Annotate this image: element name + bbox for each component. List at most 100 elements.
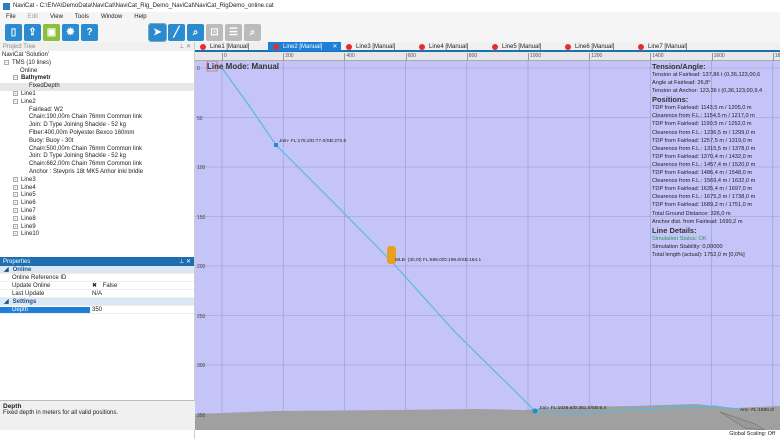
- tree-line5[interactable]: + Line5: [0, 192, 194, 200]
- y-tick-label: 0: [197, 66, 200, 72]
- menu-help[interactable]: Help: [134, 14, 147, 20]
- profile-canvas: [195, 60, 780, 430]
- position-value: Clearence from F.L.: 1154,5 m / 1217,0 m: [652, 113, 755, 120]
- tree-line1[interactable]: + Line1: [13, 90, 36, 98]
- tree-line9[interactable]: + Line9: [0, 223, 194, 232]
- tree-line7[interactable]: + Line7: [0, 207, 194, 216]
- tab-line5[interactable]: Line5 [Manual]: [487, 42, 560, 51]
- toolbar: ▯ ⇪ ▣ ✹ ? ➤ ╱ ⌕ ⊡ ☰ ⌕: [0, 22, 780, 42]
- tree-line-label: Line8: [21, 215, 36, 222]
- prop-online-ref[interactable]: Online Reference ID: [0, 274, 194, 282]
- status-bar: Global Scaling: Off: [195, 430, 780, 439]
- prop-last-update[interactable]: Last Update N/A: [0, 290, 194, 298]
- menu-tools[interactable]: Tools: [74, 14, 89, 20]
- tab-line1[interactable]: Line1 [Manual]: [195, 42, 268, 51]
- tab-label: Line5 [Manual]: [502, 43, 542, 50]
- menu-view[interactable]: View: [50, 14, 63, 20]
- zoom-out-icon[interactable]: ⌕: [244, 23, 261, 41]
- pin-close-buttons[interactable]: ⊥ ✕: [179, 44, 191, 50]
- expand-icon[interactable]: +: [13, 207, 18, 213]
- position-value: Anchor dist. from Fairlead: 1690,2 m: [652, 218, 743, 225]
- position-value: TDP from Fairlead: 1486,4 m / 1548,0 m: [652, 170, 753, 177]
- tree-component[interactable]: Anchor : Stevpris 18t MK5 Anhor inkl bri…: [29, 168, 144, 175]
- pointer-icon[interactable]: ➤: [148, 22, 167, 42]
- tab-label: Line4 [Manual]: [429, 43, 469, 50]
- x-tick-label: 1000: [528, 53, 542, 61]
- tab-line3[interactable]: Line3 [Manual]: [341, 42, 414, 51]
- tree-line3[interactable]: + Line3: [0, 176, 194, 185]
- line-tool-icon[interactable]: ╱: [168, 23, 185, 41]
- category-online[interactable]: ◢ Online: [0, 266, 194, 274]
- line-profile-view[interactable]: 0 200 400 600 800 1000 1200 1400 1600 1800 0 50 100…: [195, 52, 780, 430]
- expand-icon[interactable]: +: [13, 223, 18, 229]
- window-title: NaviCat - C:\EIVA\DemoData\NaviCat\NaviC…: [13, 3, 274, 9]
- status-dot-icon: [419, 43, 425, 50]
- tree-component[interactable]: Join: D Type Joining Shackle - 52 kg: [29, 122, 126, 129]
- tab-label: Line7 [Manual]: [648, 43, 688, 50]
- panel-title: Project Tree: [3, 43, 36, 50]
- title-bar: NaviCat - C:\EIVA\DemoData\NaviCat\NaviC…: [0, 0, 780, 12]
- tree-component[interactable]: Fairlead: W2: [29, 106, 64, 113]
- tension-value: Angle at Fairlead: 26,8°: [652, 80, 711, 87]
- tree-online[interactable]: Online: [20, 67, 38, 74]
- expand-icon[interactable]: +: [13, 192, 18, 198]
- tree-line8[interactable]: + Line8: [0, 215, 194, 224]
- tree-component[interactable]: Chain:662,00m Chain 76mm Common link: [29, 161, 143, 168]
- y-tick-label: 150: [197, 214, 206, 221]
- expand-icon[interactable]: +: [13, 215, 18, 221]
- tree-root[interactable]: NaviCat 'Solution': [2, 52, 49, 58]
- expand-icon[interactable]: +: [13, 231, 18, 237]
- save-icon[interactable]: ▣: [43, 23, 60, 41]
- tree-line10[interactable]: + Line10: [0, 231, 194, 239]
- details-heading: Line Details:: [652, 225, 697, 235]
- tree-tms[interactable]: − TMS (10 lines): [4, 59, 52, 66]
- open-file-icon[interactable]: ⇪: [24, 23, 41, 41]
- expand-icon[interactable]: +: [13, 184, 18, 190]
- x-ruler: 0 200 400 600 800 1000 1200 1400 1600 1800: [195, 52, 780, 61]
- tree-line6[interactable]: + Line6: [0, 200, 194, 208]
- gear-icon[interactable]: ✹: [62, 23, 79, 41]
- y-tick-label: 200: [197, 264, 206, 270]
- x-tick-label: 1800: [772, 53, 780, 61]
- depth-input[interactable]: 350: [92, 306, 103, 313]
- tree-component[interactable]: Buoy: Buoy - 30t: [29, 137, 74, 144]
- zoom-window-icon[interactable]: ⊡: [206, 23, 223, 41]
- new-file-icon[interactable]: ▯: [5, 23, 22, 41]
- tab-line2[interactable]: Line2 [Manual] ✕: [268, 42, 341, 51]
- tree-component[interactable]: Fiber:400,00m Polyester Bexco 160mm: [29, 129, 135, 136]
- buoy-label: MLB- (30.0t) FL:666.0/D:199.6/SB:164.1: [395, 258, 482, 263]
- help-icon[interactable]: ?: [81, 23, 98, 41]
- tension-value: Tension at Anchor: 123,36 t (0,36,123,00…: [652, 88, 763, 95]
- position-value: Clearence from F.L.: 1569,4 m / 1632,0 m: [652, 178, 756, 185]
- tree-line4[interactable]: + Line4: [0, 184, 194, 193]
- zoom-icon[interactable]: ⌕: [187, 23, 204, 41]
- category-settings[interactable]: ◢ Settings: [0, 298, 194, 306]
- tab-line7[interactable]: Line7 [Manual]: [633, 42, 706, 51]
- menu-file[interactable]: File: [6, 14, 16, 20]
- tab-line4[interactable]: Line4 [Manual]: [414, 42, 487, 51]
- tab-label: Line1 [Manual]: [210, 43, 250, 50]
- checkbox[interactable]: ✖: [92, 283, 98, 289]
- anchor-label: Anc- FL:1690.2/: [740, 408, 775, 413]
- tree-bathymetry[interactable]: − Bathymetr: [13, 75, 51, 82]
- tab-label: Line6 [Manual]: [575, 43, 615, 50]
- tree-component[interactable]: Join: D Type Joining Shackle - 52 kg: [29, 153, 126, 160]
- positions-heading: Positions:: [652, 95, 689, 105]
- fairlead-marker: [206, 60, 218, 72]
- pin-close-buttons[interactable]: ⊥ ✕: [179, 259, 191, 265]
- tree-line2[interactable]: − Line2: [13, 98, 36, 105]
- tree-component[interactable]: Chain:500,00m Chain 76mm Common link: [29, 145, 143, 152]
- y-tick-label: 100: [197, 165, 206, 171]
- tree-component[interactable]: Chain:190,00m Chain 76mm Common link: [29, 114, 143, 121]
- close-icon[interactable]: ✕: [332, 44, 338, 50]
- menu-window[interactable]: Window: [100, 14, 123, 20]
- tab-line6[interactable]: Line6 [Manual]: [560, 42, 633, 51]
- zoom-fit-icon[interactable]: ☰: [225, 23, 242, 41]
- expand-icon[interactable]: +: [13, 200, 18, 206]
- x-tick-label: 800: [466, 53, 478, 61]
- tree-fixed-depth[interactable]: FixedDepth: [0, 83, 194, 91]
- menu-edit[interactable]: Edit: [27, 14, 39, 20]
- prop-update-online[interactable]: Update Online ✖ False: [0, 282, 194, 290]
- expand-icon[interactable]: +: [13, 176, 18, 182]
- prop-depth[interactable]: Depth 350: [0, 306, 194, 314]
